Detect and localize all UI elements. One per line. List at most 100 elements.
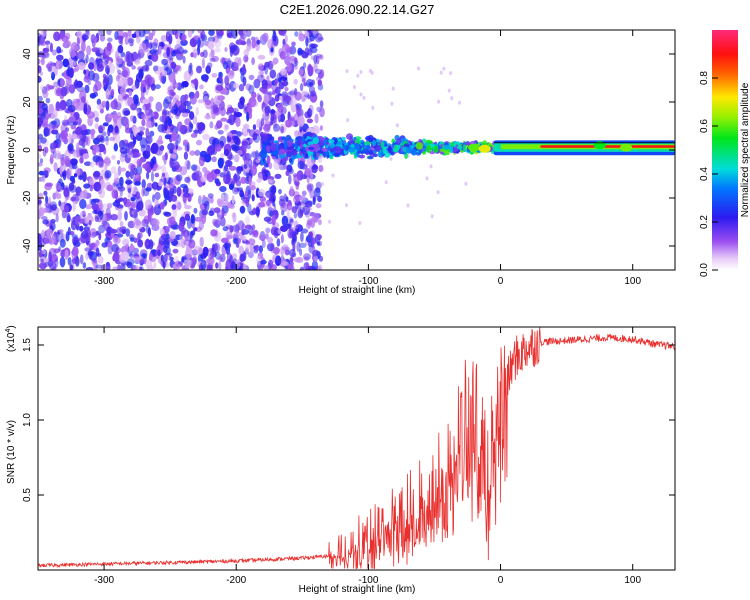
spectrogram-signal-cell [321,147,328,152]
spectrogram-noise-cell [254,244,260,252]
spectrogram-noise-cell [62,58,69,68]
spectrogram-noise-cell [189,150,196,156]
spectrogram-noise-cell [243,164,248,170]
spectrogram-noise-cell [188,121,193,133]
spectrogram-noise-cell [144,59,153,67]
spectrogram-noise-cell [240,176,247,184]
spectrogram-noise-cell [123,197,128,205]
spectrogram-noise-cell [60,157,65,166]
spectrogram-noise-cell [221,237,229,244]
spectrogram-noise-cell [266,242,275,252]
spectrogram-signal-cell [305,153,309,159]
spectrogram-noise-cell [248,97,257,108]
spectrogram-noise-cell [318,164,324,173]
spectrogram-noise-cell [188,64,192,75]
spectrogram-noise-cell [185,248,193,259]
spectrogram-noise-cell [149,130,155,137]
spectrogram-noise-cell [146,171,150,180]
x-tick-label: -100 [358,276,378,287]
spectrogram-noise-cell [231,144,237,150]
spectrogram-noise-cell [83,75,91,83]
spectrogram-noise-cell [306,118,313,124]
spectrogram-noise-cell [358,221,362,225]
spectrogram-signal-cell [283,141,288,149]
spectrogram-noise-cell [124,210,128,221]
spectrogram-noise-cell [248,74,255,80]
spectrogram-noise-cell [256,118,262,128]
spectrogram-noise-cell [138,68,144,80]
spectrogram-noise-cell [38,65,42,74]
spectrogram-noise-cell [464,181,468,186]
spectrogram-noise-cell [242,64,246,75]
spectrogram-noise-cell [49,154,54,165]
spectrogram-noise-cell [224,193,229,202]
spectrogram-noise-cell [97,256,104,264]
spectrogram-signal-cell [390,151,395,156]
spectrogram-noise-cell [150,42,158,50]
spectrogram-noise-cell [208,30,215,36]
spectrogram-noise-cell [273,160,281,171]
spectrogram-noise-cell [200,175,207,183]
spectrogram-noise-cell [224,47,228,52]
spectrogram-noise-cell [310,237,317,245]
spectrogram-noise-cell [299,195,306,201]
spectrogram-noise-cell [261,88,268,94]
spectrogram-noise-cell [51,71,55,81]
spectrogram-noise-cell [235,223,240,234]
spectrogram-noise-cell [247,251,254,259]
spectrogram-noise-cell [294,130,299,138]
spectrogram-noise-cell [176,121,183,132]
spectrogram-noise-cell [79,218,86,224]
spectrogram-noise-cell [42,89,49,99]
spectrogram-noise-cell [265,227,271,234]
spectrogram-noise-cell [181,49,188,54]
spectrogram-noise-cell [406,203,410,208]
spectrogram-noise-cell [107,240,113,247]
spectrogram-carrier-band [540,145,675,148]
spectrogram-noise-cell [88,220,92,226]
spectrogram-noise-cell [288,174,292,185]
spectrogram-noise-cell [94,123,99,130]
spectrogram-noise-cell [307,94,311,100]
spectrogram-noise-cell [117,264,121,270]
spectrogram-noise-cell [216,120,223,129]
spectrogram-signal-cell [302,133,307,140]
spectrogram-signal-cell [286,139,293,147]
spectrogram-noise-cell [256,92,261,100]
x-tick-label: -300 [94,276,114,287]
spectrogram-noise-cell [251,38,256,49]
spectrogram-noise-cell [256,178,262,184]
spectrogram-noise-cell [146,85,150,90]
spectrogram-noise-cell [56,61,60,70]
snr-multiplier: (x104) [5,325,17,352]
spectrogram-noise-cell [40,137,47,144]
spectrogram-noise-cell [193,52,197,59]
spectrogram-noise-cell [458,100,461,105]
spectrogram-noise-cell [314,68,323,75]
spectrogram-noise-cell [281,244,289,252]
spectrogram-noise-cell [247,189,252,200]
spectrogram-noise-cell [237,100,245,110]
spectrogram-noise-cell [436,190,440,195]
spectrogram-noise-cell [145,199,152,209]
spectrogram-noise-cell [170,91,176,96]
spectrogram-noise-cell [68,182,75,191]
spectrogram-noise-cell [101,131,107,137]
spectrogram-noise-cell [263,93,270,105]
spectrogram-noise-cell [229,225,234,233]
spectrogram-noise-cell [287,264,294,269]
spectrogram-noise-cell [278,30,285,36]
spectrogram-noise-cell [183,100,192,107]
spectrogram-noise-cell [309,171,314,182]
spectrogram-noise-cell [257,252,264,260]
spectrogram-noise-cell [183,139,188,145]
spectrogram-noise-cell [274,78,278,86]
spectrogram-noise-cell [126,77,134,86]
spectrogram-noise-cell [67,104,76,113]
spectrogram-noise-cell [282,94,291,105]
spectrogram-noise-cell [52,49,57,56]
spectrogram-noise-cell [223,148,230,157]
spectrogram-noise-cell [121,32,129,38]
spectrogram-noise-cell [286,210,290,221]
spectrogram-noise-cell [211,73,218,78]
